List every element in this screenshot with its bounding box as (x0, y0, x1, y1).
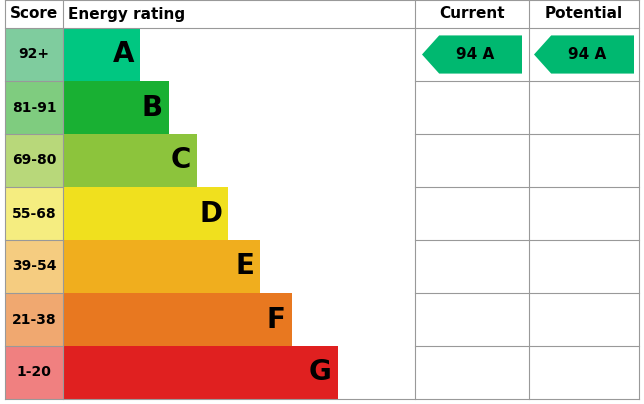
Bar (63, 293, 292, 346)
Polygon shape (534, 36, 634, 74)
Bar (63, 81, 169, 134)
Text: 94 A: 94 A (568, 47, 606, 62)
Bar (63, 240, 260, 293)
Bar (63, 346, 337, 399)
Text: 39-54: 39-54 (12, 259, 56, 274)
Bar (5, 134, 63, 187)
Text: A: A (113, 40, 135, 69)
Text: 81-91: 81-91 (12, 101, 56, 114)
Text: 21-38: 21-38 (12, 313, 56, 326)
Bar (5, 81, 63, 134)
Bar (63, 134, 197, 187)
Text: F: F (267, 305, 286, 333)
Text: 94 A: 94 A (456, 47, 494, 62)
Bar (5, 187, 63, 240)
Text: 1-20: 1-20 (17, 366, 52, 379)
Bar (5, 240, 63, 293)
Polygon shape (422, 36, 522, 74)
Text: 69-80: 69-80 (12, 154, 56, 168)
Bar (63, 187, 229, 240)
Bar (5, 28, 63, 81)
Bar (5, 346, 63, 399)
Text: C: C (171, 147, 191, 175)
Text: 92+: 92+ (19, 48, 50, 61)
Text: Energy rating: Energy rating (68, 6, 185, 21)
Text: 55-68: 55-68 (12, 206, 56, 221)
Text: E: E (235, 252, 254, 280)
Text: D: D (200, 200, 222, 227)
Text: G: G (309, 358, 332, 387)
Bar (5, 293, 63, 346)
Text: B: B (142, 93, 162, 122)
Text: Current: Current (439, 6, 505, 21)
Text: Score: Score (10, 6, 58, 21)
Bar (63, 28, 140, 81)
Text: Potential: Potential (545, 6, 623, 21)
